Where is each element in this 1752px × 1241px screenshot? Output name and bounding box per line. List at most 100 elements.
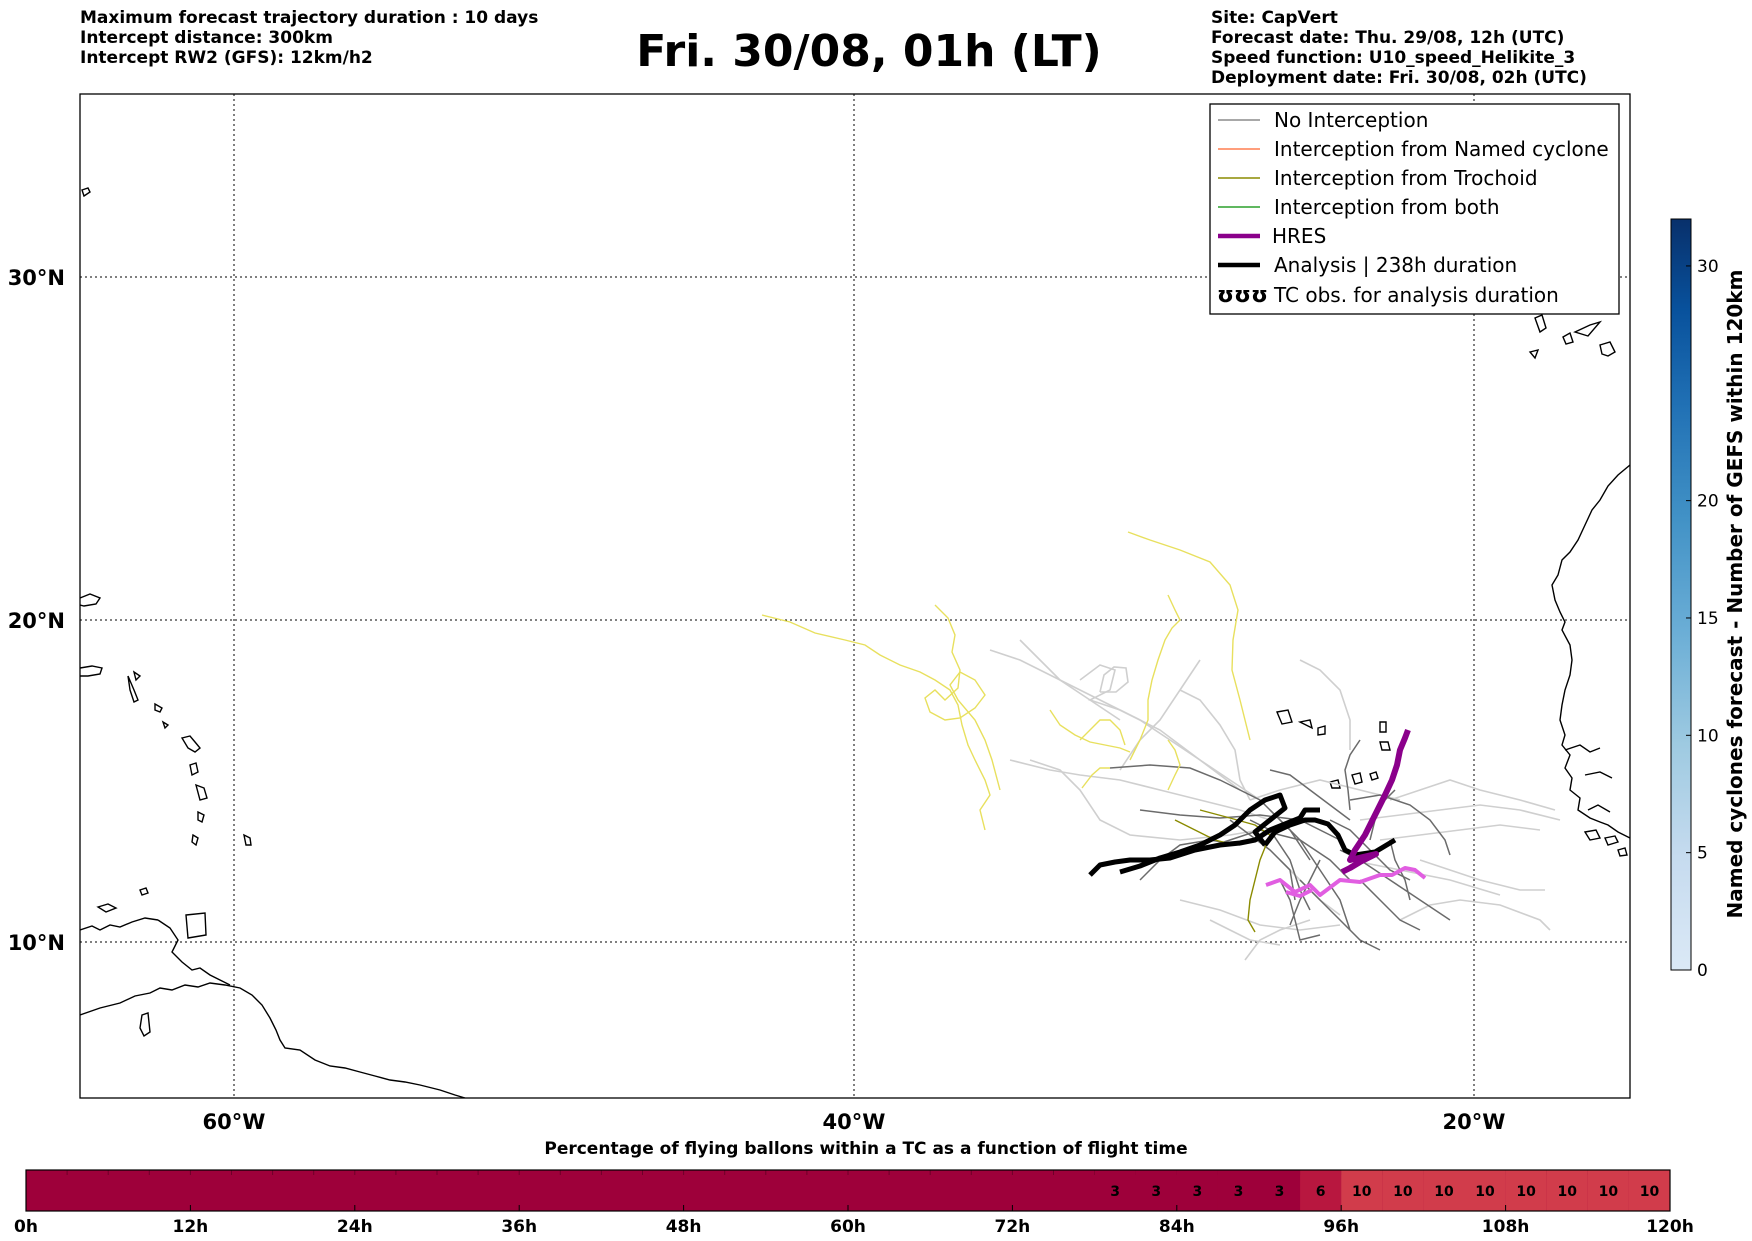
trajectory-no-interception (1119, 659, 1201, 771)
colorbar-tick-label: 5 (1697, 844, 1708, 864)
timeline-tick-label: 24h (337, 1217, 373, 1237)
island-north-1 (80, 593, 102, 607)
trajectory-yellow (1167, 739, 1181, 791)
timeline-cell-value: 3 (1192, 1184, 1202, 1200)
tc-percentage-timeline: Percentage of flying ballons within a TC… (14, 1139, 1694, 1237)
trajectory-analysis (1088, 807, 1320, 877)
island-bissagos-3 (1617, 847, 1628, 857)
legend-label: TC obs. for analysis duration (1273, 283, 1559, 307)
hres-trajectory (1265, 728, 1427, 898)
trajectory-no-interception (1179, 689, 1251, 801)
timeline-tick-label: 36h (501, 1217, 537, 1237)
island-tobago (139, 1012, 151, 1038)
header-info-right: Site: CapVert Forecast date: Thu. 29/08,… (1211, 8, 1587, 88)
timeline-cell (1423, 1170, 1465, 1211)
timeline-tick-label: 96h (1323, 1217, 1359, 1237)
legend-label: Analysis | 238h duration (1274, 253, 1517, 277)
timeline-tick-label: 84h (1159, 1217, 1195, 1237)
colorbar-tick-label: 20 (1697, 492, 1719, 512)
trajectory-yellow (1079, 719, 1126, 746)
legend-item: ʊʊʊ TC obs. for analysis duration (1217, 283, 1559, 308)
timeline-cell (1259, 1170, 1301, 1211)
timeline-cell (1176, 1170, 1218, 1211)
timeline-cell-value: 3 (1234, 1184, 1244, 1200)
timeline-tick-label: 120h (1646, 1217, 1694, 1237)
island-cape-verde-8 (1369, 771, 1379, 781)
island-canary-3 (1573, 320, 1603, 337)
island-lesser-antilles-4 (197, 810, 205, 824)
trajectory-yellow (1127, 531, 1251, 741)
trajectory-hres-pink (1285, 888, 1313, 898)
timeline-cell-value: 3 (1110, 1184, 1120, 1200)
timeline-cell-value: 10 (1599, 1184, 1619, 1200)
lon-label: 60°W (203, 1110, 266, 1134)
trajectory-no-interception (1344, 739, 1361, 811)
coast-central-west (80, 917, 159, 931)
timeline-cell-value: 10 (1393, 1184, 1413, 1200)
tc-obs-symbol-icon: ʊʊʊ (1217, 283, 1268, 308)
legend-item: Interception from Trochoid (1218, 166, 1538, 190)
lon-label: 20°W (1443, 1110, 1506, 1134)
timeline-tick-label: 72h (995, 1217, 1031, 1237)
lon-label: 40°W (823, 1110, 886, 1134)
timeline-ticks: 0h 12h 24h 36h 48h 60h 72h 84h 96h 108h 120h (14, 1205, 1694, 1237)
timeline-cell (1094, 1170, 1136, 1211)
trajectory-no-interception (1269, 809, 1351, 931)
header-left-line: Maximum forecast trajectory duration : 1… (80, 8, 539, 28)
island-aruba (96, 903, 118, 913)
colorbar-tick-label: 15 (1697, 609, 1719, 629)
lat-label: 10°N (8, 931, 65, 955)
timeline-title: Percentage of flying ballons within a TC… (544, 1139, 1187, 1159)
timeline-cell (1217, 1170, 1259, 1211)
colorbar-tick-label: 0 (1697, 961, 1708, 981)
timeline-tick-label: 48h (666, 1217, 702, 1237)
trajectory-no-interception (1349, 859, 1501, 896)
timeline-cell (1300, 1170, 1342, 1211)
timeline-cell-value: 10 (1640, 1184, 1660, 1200)
colorbar-tick-label: 30 (1697, 257, 1719, 277)
timeline-cell-value: 10 (1558, 1184, 1578, 1200)
legend-item: Interception from Named cyclone (1218, 137, 1609, 161)
trajectory-yellow (1081, 767, 1110, 789)
trajectory-yellow (761, 614, 991, 831)
timeline-cell (1341, 1170, 1383, 1211)
timeline-cell-value: 3 (1151, 1184, 1161, 1200)
island-cape-verde-7 (1351, 772, 1363, 785)
title-text: Fri. 30/08, 01h (LT) (636, 26, 1102, 77)
trajectory-no-interception (1209, 919, 1281, 946)
colorbar-title: Named cyclones forecast - Number of GEFS… (1723, 270, 1747, 919)
timeline-cell-value: 10 (1475, 1184, 1495, 1200)
island-margarita (139, 887, 149, 896)
lat-label: 30°N (8, 266, 65, 290)
timeline-cell-value: 10 (1516, 1184, 1536, 1200)
timeline-tick-label: 12h (173, 1217, 209, 1237)
trajectory-analysis (1119, 792, 1288, 875)
legend-item: No Interception (1218, 108, 1428, 132)
colorbar-ticks: 0 5 10 15 20 30 (1686, 257, 1719, 981)
trajectory-yellow (924, 604, 1001, 791)
header-right-line: Speed function: U10_speed_Helikite_3 (1211, 48, 1576, 68)
island-canary-5 (1528, 348, 1540, 360)
timeline-cell-value: 6 (1316, 1184, 1326, 1200)
colorbar: 0 5 10 15 20 30 Named cyclones forecast - Num… (1670, 218, 1747, 981)
header-right-line: Forecast date: Thu. 29/08, 12h (UTC) (1211, 28, 1565, 48)
island-cape-verde-1 (1276, 709, 1293, 725)
trajectories-yellow (761, 531, 1251, 831)
colorbar-tick-label: 10 (1697, 726, 1719, 746)
timeline-cell (1464, 1170, 1506, 1211)
coast-africa-inlet-1 (1564, 744, 1601, 753)
trajectory-analysis (1263, 817, 1397, 858)
lat-label: 20°N (8, 609, 65, 633)
island-small-1 (132, 670, 142, 682)
island-north-3 (127, 675, 139, 703)
trajectory-yellow (1129, 594, 1181, 761)
timeline-tick-label: 60h (830, 1217, 866, 1237)
legend-item: Interception from both (1218, 195, 1500, 219)
island-cape-verde-2 (1297, 719, 1314, 730)
island-north-2 (81, 187, 91, 198)
header-right-line: Deployment date: Fri. 30/08, 02h (UTC) (1211, 68, 1587, 88)
island-small-2 (161, 720, 170, 730)
trajectory-no-interception (1379, 824, 1541, 841)
timeline-tick-label: 0h (14, 1217, 38, 1237)
